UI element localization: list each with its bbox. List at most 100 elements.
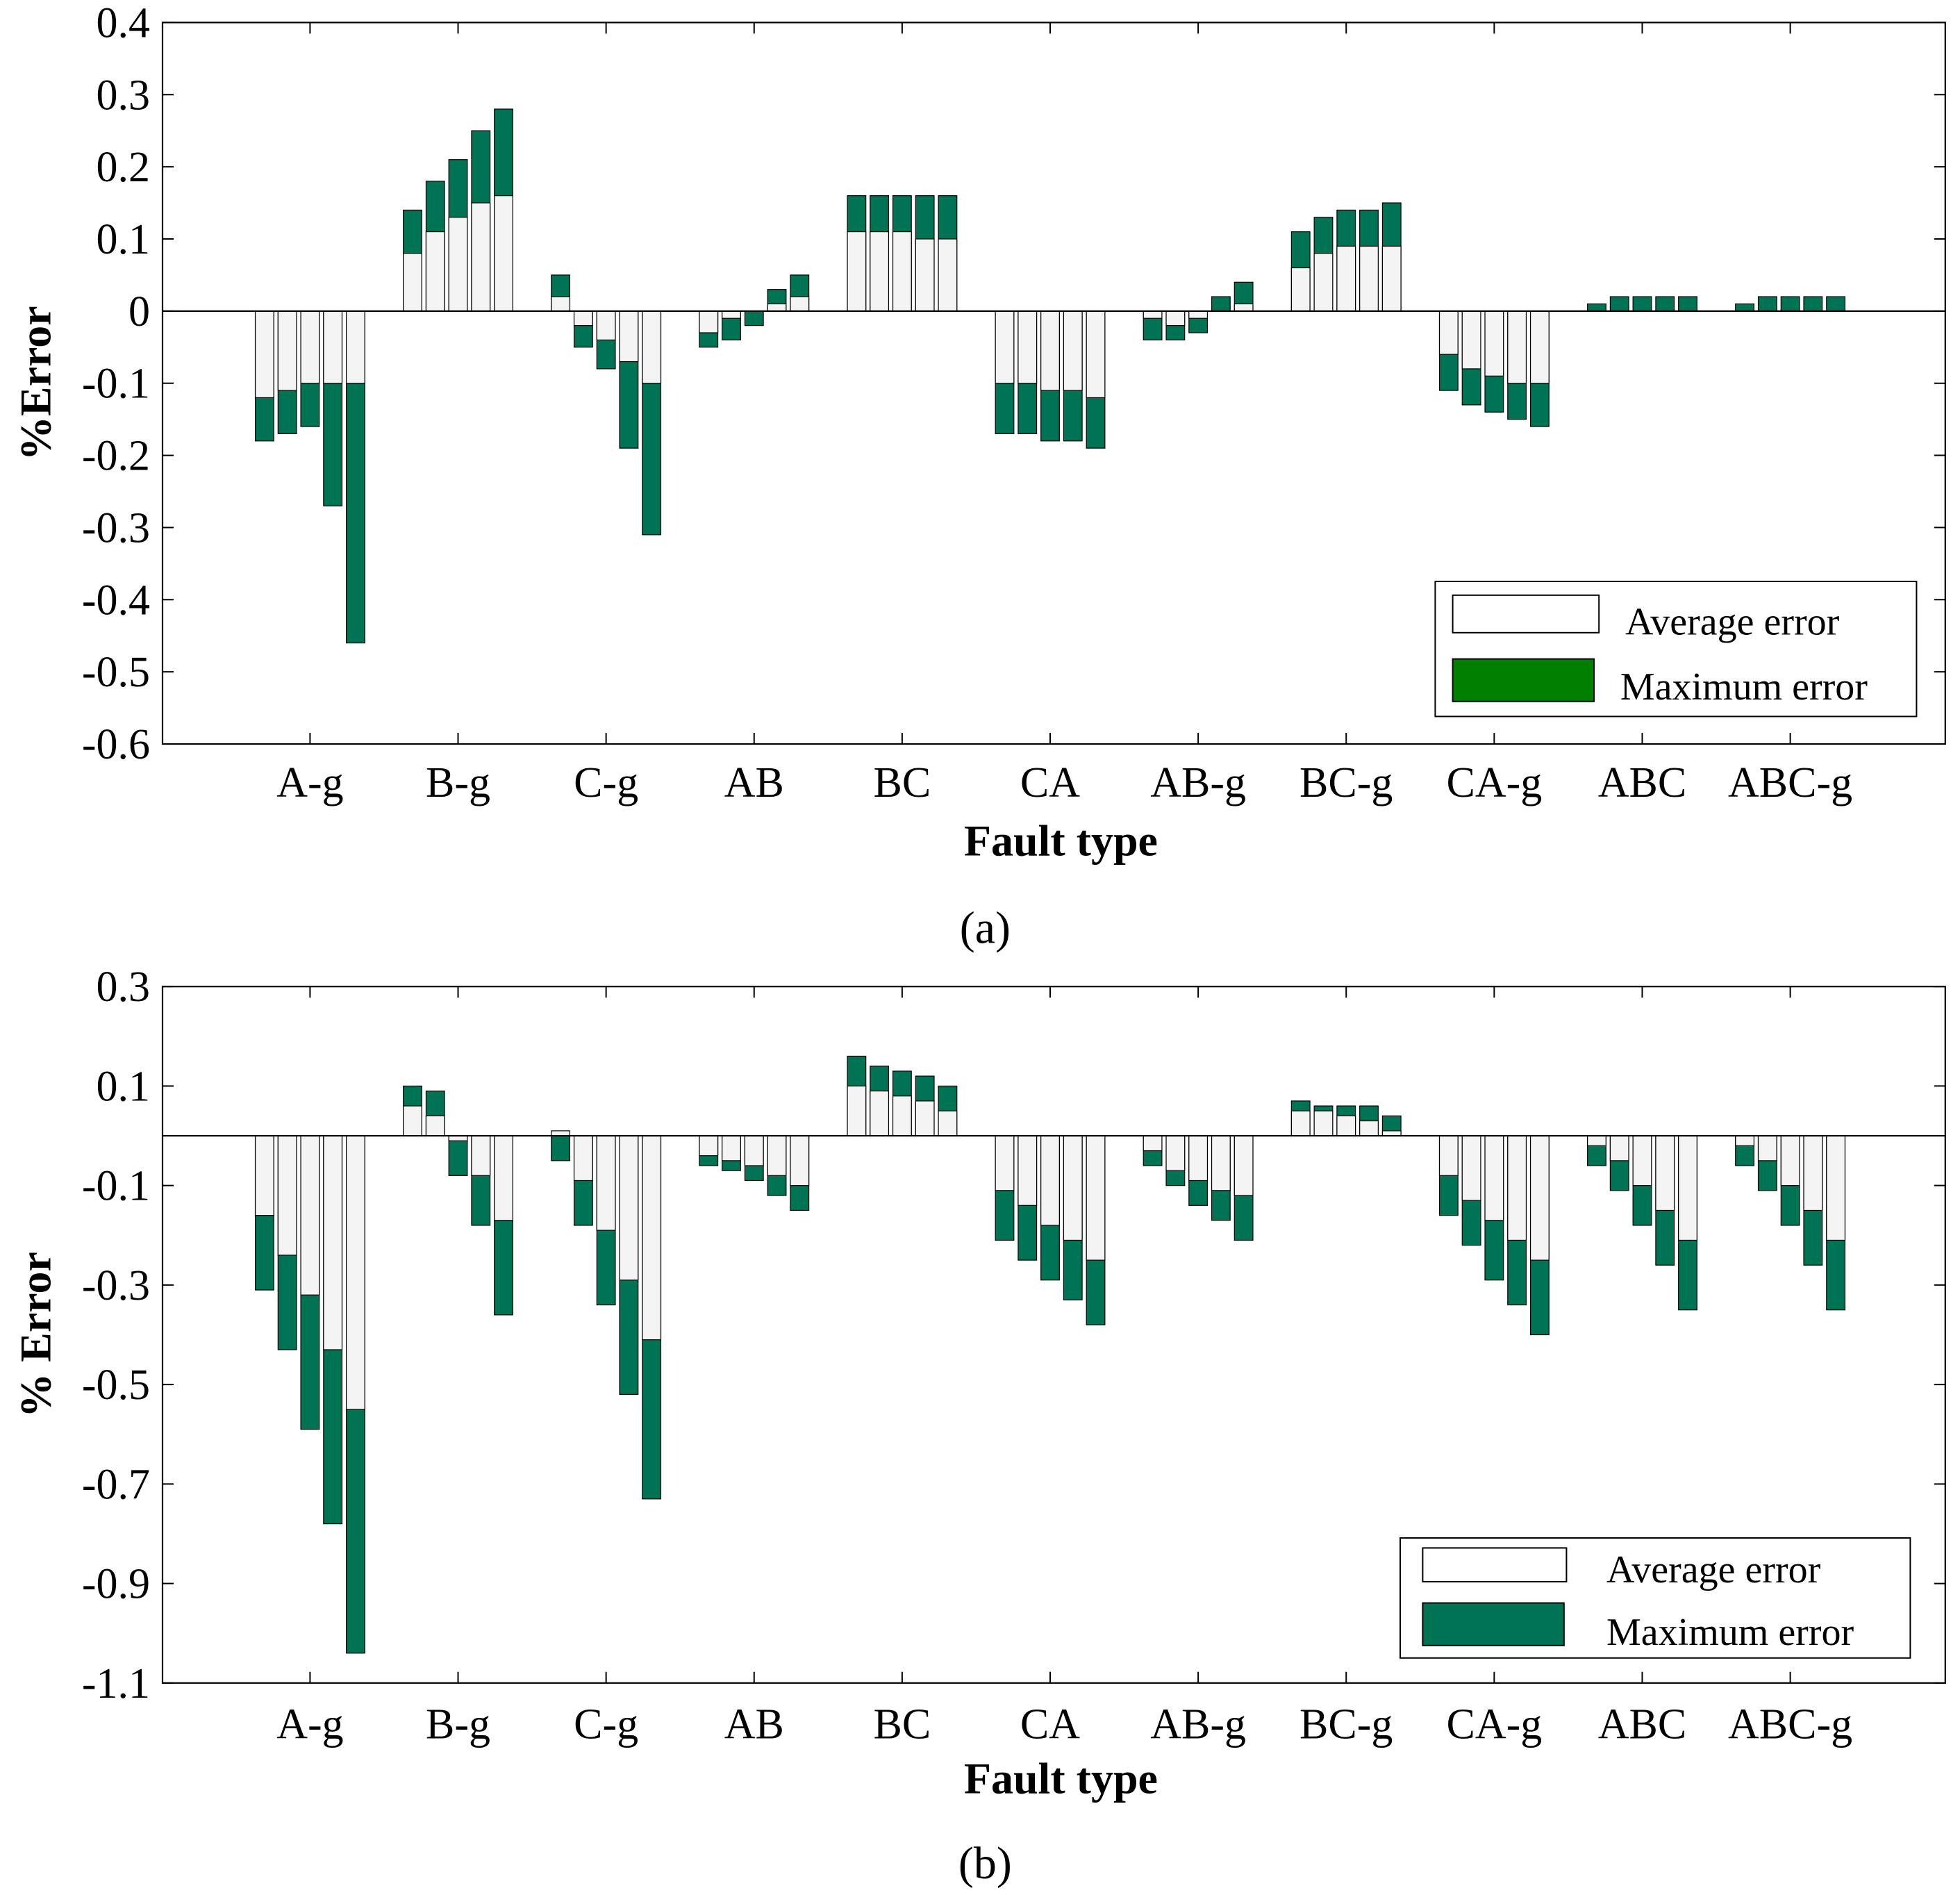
- max-error-bar-ABC-5: [1678, 296, 1697, 312]
- avg-error-bar-C-g-5: [642, 311, 662, 384]
- avg-error-bar-C-g-4: [619, 311, 639, 363]
- legend: Average error Maximum error: [1400, 1537, 1911, 1659]
- max-error-bar-ABC-2: [1609, 296, 1629, 312]
- legend-swatch-average: [1452, 594, 1600, 634]
- avg-error-bar-CA-g-4: [1507, 311, 1527, 384]
- max-error-bar-ABC-1: [1587, 303, 1606, 312]
- avg-error-bar-ABC-g-3: [1780, 1135, 1800, 1186]
- max-error-bar-ABC-3: [1632, 296, 1652, 312]
- panel-label: (b): [958, 1838, 1012, 1889]
- x-tick-label: BC: [874, 759, 931, 806]
- legend-label-maximum: Maximum error: [1606, 1611, 1854, 1654]
- avg-error-bar-A-g-4: [323, 1135, 343, 1350]
- avg-error-bar-BC-3: [892, 231, 912, 312]
- avg-error-bar-AB-g-2: [1165, 311, 1186, 326]
- avg-error-bar-B-g-3: [448, 217, 468, 312]
- avg-error-bar-BC-2: [870, 231, 890, 312]
- avg-error-bar-AB-2: [722, 311, 741, 319]
- avg-error-bar-AB-g-1: [1143, 1135, 1163, 1152]
- y-tick-label: -1.1: [82, 1660, 150, 1707]
- avg-error-bar-AB-g-5: [1234, 303, 1254, 312]
- y-tick-label: 0.3: [97, 963, 151, 1011]
- avg-error-bar-AB-g-1: [1143, 311, 1163, 319]
- avg-error-bar-BC-g-5: [1381, 245, 1402, 312]
- avg-error-bar-BC-g-1: [1290, 1110, 1311, 1136]
- y-tick-label: 0.4: [97, 0, 151, 47]
- avg-error-bar-CA-3: [1040, 1135, 1060, 1226]
- x-tick-label: ABC: [1598, 1700, 1686, 1748]
- avg-error-bar-A-g-3: [300, 1135, 320, 1296]
- avg-error-bar-BC-g-3: [1336, 1115, 1356, 1136]
- avg-error-bar-CA-2: [1018, 311, 1038, 384]
- avg-error-bar-AB-g-3: [1188, 1135, 1209, 1182]
- panel-b: 0.3 0.1 -0.1 -0.3 -0.5 -0.7 -0.9 -1.1 A-g B-g C-g A…: [10, 963, 1946, 1889]
- x-axis-title: Fault type: [964, 1754, 1158, 1803]
- avg-error-bar-CA-4: [1063, 1135, 1083, 1241]
- x-tick-label: C-g: [574, 759, 638, 806]
- y-tick-label: -0.1: [82, 361, 150, 408]
- legend-swatch-maximum: [1422, 1602, 1565, 1646]
- x-tick-label: ABC-g: [1728, 759, 1852, 806]
- y-tick-label: 0: [128, 288, 150, 336]
- avg-error-bar-CA-3: [1040, 311, 1060, 391]
- avg-error-bar-A-g-2: [277, 1135, 297, 1256]
- x-tick-label: AB: [724, 1700, 784, 1748]
- y-tick-label: -0.7: [82, 1461, 150, 1508]
- x-tick-label: B-g: [426, 759, 490, 806]
- avg-error-bar-CA-4: [1063, 311, 1083, 391]
- avg-error-bar-BC-g-4: [1359, 1120, 1379, 1136]
- avg-error-bar-BC-4: [915, 1100, 935, 1136]
- avg-error-bar-A-g-3: [300, 311, 320, 384]
- avg-error-bar-CA-g-1: [1438, 311, 1459, 355]
- avg-error-bar-B-g-1: [403, 253, 422, 312]
- avg-error-bar-AB-g-5: [1234, 1135, 1254, 1196]
- max-error-bar-ABC-g-1: [1735, 303, 1755, 312]
- avg-error-bar-BC-4: [915, 238, 935, 312]
- avg-error-bar-ABC-g-2: [1757, 1135, 1777, 1161]
- avg-error-bar-B-g-2: [425, 1115, 445, 1136]
- avg-error-bar-BC-1: [847, 231, 867, 312]
- max-error-bar-ABC-g-2: [1757, 296, 1777, 312]
- plot-frame: [161, 986, 1946, 1684]
- avg-error-bar-AB-1: [699, 311, 719, 333]
- avg-error-bar-BC-g-1: [1290, 267, 1311, 312]
- x-tick-label: AB-g: [1150, 1700, 1246, 1748]
- avg-error-bar-CA-g-3: [1484, 1135, 1504, 1221]
- avg-error-bar-ABC-2: [1609, 1135, 1629, 1161]
- y-tick-label: -0.3: [82, 504, 150, 552]
- avg-error-bar-B-g-5: [494, 1135, 513, 1221]
- avg-error-bar-B-g-5: [494, 195, 513, 312]
- avg-error-bar-C-g-1: [551, 296, 571, 312]
- legend-label-maximum: Maximum error: [1620, 665, 1868, 709]
- avg-error-bar-AB-g-4: [1211, 1135, 1231, 1191]
- y-axis-title: %Error: [10, 306, 60, 461]
- avg-error-bar-ABC-3: [1632, 1135, 1652, 1186]
- avg-error-bar-CA-g-2: [1461, 1135, 1481, 1201]
- x-tick-label: B-g: [426, 1700, 490, 1748]
- y-tick-label: -0.5: [82, 649, 150, 696]
- y-axis-title: % Error: [10, 1252, 60, 1418]
- y-tick-label: -0.3: [82, 1262, 150, 1309]
- avg-error-bar-ABC-g-4: [1803, 1135, 1823, 1211]
- x-tick-label: BC: [874, 1700, 931, 1748]
- avg-error-bar-C-g-3: [596, 1135, 616, 1231]
- avg-error-bar-A-g-4: [323, 311, 343, 384]
- avg-error-bar-C-g-3: [596, 311, 616, 340]
- avg-error-bar-CA-g-1: [1438, 1135, 1459, 1176]
- avg-error-bar-C-g-2: [573, 1135, 593, 1182]
- legend-label-average: Average error: [1625, 601, 1840, 644]
- avg-error-bar-AB-1: [699, 1135, 719, 1157]
- avg-error-bar-AB-g-2: [1165, 1135, 1186, 1171]
- avg-error-bar-ABC-5: [1678, 1135, 1697, 1241]
- avg-error-bar-C-g-5: [642, 1135, 662, 1341]
- x-tick-label: ABC: [1598, 759, 1686, 806]
- x-tick-label: AB: [724, 759, 784, 806]
- y-tick-label: -0.9: [82, 1561, 150, 1608]
- x-tick-label: A-g: [276, 1700, 343, 1748]
- y-tick-label: 0.2: [97, 144, 151, 191]
- x-tick-label: ABC-g: [1728, 1700, 1852, 1748]
- y-tick-label: -0.5: [82, 1362, 150, 1409]
- avg-error-bar-B-g-4: [471, 202, 491, 312]
- max-error-bar-AB-g-4: [1211, 296, 1231, 312]
